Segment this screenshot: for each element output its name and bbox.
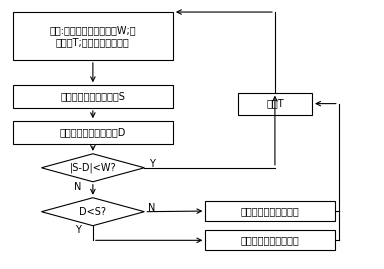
Text: 读取控制对象的当前量D: 读取控制对象的当前量D (60, 128, 126, 137)
FancyBboxPatch shape (13, 121, 173, 144)
Text: |S-D|<W?: |S-D|<W? (70, 162, 116, 173)
Polygon shape (41, 154, 144, 182)
Text: 阀板开度增加一个步长: 阀板开度增加一个步长 (241, 235, 300, 245)
Text: Y: Y (75, 225, 81, 235)
Text: 计算控制对象的设定值S: 计算控制对象的设定值S (60, 91, 125, 102)
Text: 设定:阀门输出误差允许值W;采
样周期T;阀板转动单位步长: 设定:阀门输出误差允许值W;采 样周期T;阀板转动单位步长 (50, 25, 136, 47)
Text: 延时T: 延时T (266, 99, 284, 109)
FancyBboxPatch shape (205, 201, 335, 221)
FancyBboxPatch shape (238, 93, 312, 115)
FancyBboxPatch shape (13, 12, 173, 60)
Text: 阀板开度减少一个步长: 阀板开度减少一个步长 (241, 206, 300, 216)
Polygon shape (41, 198, 144, 226)
Text: D<S?: D<S? (79, 207, 106, 217)
FancyBboxPatch shape (13, 85, 173, 108)
Text: N: N (148, 203, 156, 213)
Text: Y: Y (149, 159, 155, 169)
Text: N: N (74, 182, 81, 192)
FancyBboxPatch shape (205, 230, 335, 250)
